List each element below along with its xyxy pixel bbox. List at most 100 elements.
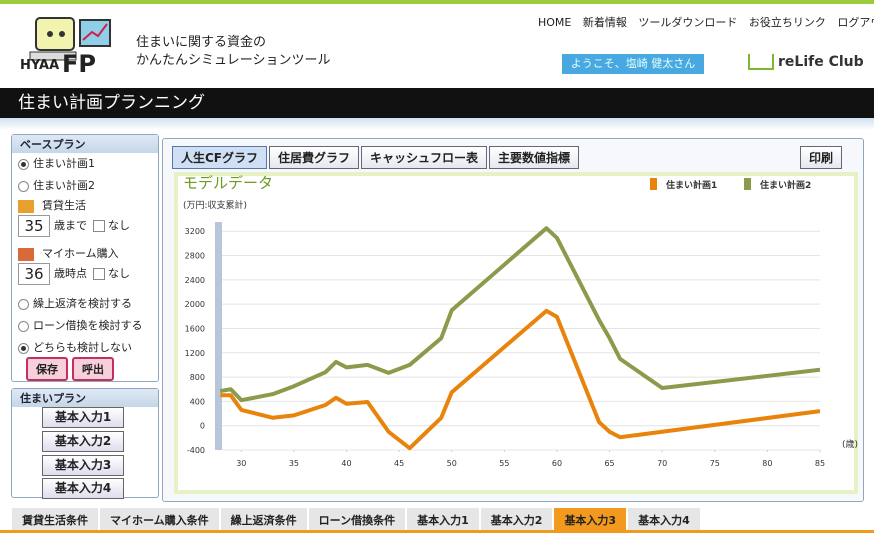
radio[interactable]	[18, 159, 29, 170]
rent-icon	[18, 200, 34, 213]
plan-radio[interactable]: 住まい計画1	[18, 155, 95, 171]
tagline-line: 住まいに関する資金の	[136, 34, 330, 52]
tagline-line: かんたんシミュレーションツール	[136, 52, 330, 70]
header-band	[0, 118, 874, 130]
input-button[interactable]: 基本入力3	[42, 455, 124, 476]
chart: モデルデータ (万円:収支累計) (歳) -400040080012001600…	[174, 172, 858, 494]
logo-small: HYAA	[20, 58, 59, 73]
y-tick-label: 3200	[185, 227, 205, 236]
chart-background	[178, 176, 854, 490]
bottom-tab[interactable]: 基本入力2	[481, 508, 553, 532]
radio-label: 住まい計画2	[33, 179, 95, 192]
nav-link[interactable]: ログアウ	[837, 16, 874, 29]
x-tick-label: 70	[657, 459, 667, 468]
axis-strip	[215, 222, 222, 450]
y-tick-label: 400	[190, 397, 205, 406]
bottom-tab[interactable]: マイホーム購入条件	[100, 508, 219, 532]
x-tick-label: 45	[394, 459, 404, 468]
y-tick-label: 0	[200, 422, 205, 431]
bottom-tab[interactable]: ローン借換条件	[309, 508, 405, 532]
radio[interactable]	[18, 299, 29, 310]
partner-logo[interactable]: reLife Club	[748, 54, 864, 70]
nav-link[interactable]: ツールダウンロード	[638, 16, 737, 29]
radio-label: ローン借換を検討する	[33, 319, 142, 332]
bottom-tab[interactable]: 基本入力3	[554, 508, 626, 532]
bottom-tab[interactable]: 基本入力4	[628, 508, 700, 532]
header-bar: 住まい計画プランニング	[0, 88, 874, 118]
y-tick-label: 2800	[185, 252, 205, 261]
legend-label: 住まい計画2	[760, 179, 811, 191]
input-button[interactable]: 基本入力4	[42, 478, 124, 499]
check-label: なし	[108, 219, 130, 232]
y-tick-label: -400	[187, 446, 205, 455]
chart-title: モデルデータ	[183, 174, 273, 192]
option-radio[interactable]: どちらも検討しない	[18, 339, 132, 355]
y-tick-label: 2000	[185, 300, 205, 309]
welcome: ようこそ、塩崎 健太さん	[562, 54, 704, 74]
y-tick-label: 2400	[185, 276, 205, 285]
y-tick-label: 1600	[185, 324, 205, 333]
x-tick-label: 40	[341, 459, 351, 468]
logo-large: FP	[62, 50, 96, 78]
plan-radio[interactable]: 住まい計画2	[18, 177, 95, 193]
radio-label: 繰上返済を検討する	[33, 297, 132, 310]
age-input[interactable]: 35	[18, 215, 50, 237]
nav-link[interactable]: HOME	[538, 16, 571, 29]
save-button[interactable]: 保存	[26, 357, 68, 381]
nav: HOME 新着情報 ツールダウンロード お役立ちリンク ログアウ	[530, 14, 874, 30]
panel-title: 住まいプラン	[12, 389, 158, 407]
option-radio[interactable]: 繰上返済を検討する	[18, 295, 132, 311]
base-plan-panel: ベースプラン 住まい計画1 住まい計画2 賃貸生活 35歳までなし マイホーム購…	[11, 134, 159, 382]
legend-label: 住まい計画1	[666, 179, 717, 191]
legend-swatch	[650, 178, 657, 190]
chart-tab[interactable]: 住居費グラフ	[269, 146, 359, 169]
label: 賃貸生活	[42, 199, 86, 212]
unit: 歳まで	[54, 219, 87, 232]
rent-row: 35 歳まで なし	[18, 215, 130, 237]
house-icon	[18, 248, 34, 261]
legend-swatch	[744, 178, 751, 190]
nav-link[interactable]: お役立ちリンク	[749, 16, 826, 29]
y-axis-label: (万円:収支累計)	[183, 199, 247, 211]
x-tick-label: 55	[499, 459, 509, 468]
x-tick-label: 30	[236, 459, 246, 468]
age-input[interactable]: 36	[18, 263, 50, 285]
chart-tabs: 人生CFグラフ住居費グラフキャッシュフロー表主要数値指標	[172, 146, 581, 169]
load-button[interactable]: 呼出	[72, 357, 114, 381]
radio[interactable]	[18, 343, 29, 354]
x-tick-label: 80	[762, 459, 772, 468]
partner-text: reLife Club	[778, 54, 864, 70]
button-row: 保存呼出	[26, 357, 118, 381]
partner-icon	[748, 54, 774, 70]
bottom-tab[interactable]: 賃貸生活条件	[12, 508, 98, 532]
bottom-tab[interactable]: 繰上返済条件	[221, 508, 307, 532]
radio-label: どちらも検討しない	[33, 341, 132, 354]
checkbox[interactable]	[93, 268, 105, 280]
option-radio[interactable]: ローン借換を検討する	[18, 317, 142, 333]
radio[interactable]	[18, 321, 29, 332]
bottom-line	[0, 530, 874, 533]
label: マイホーム購入	[42, 247, 119, 260]
logo: HYAA FP	[20, 14, 124, 76]
print-button[interactable]: 印刷	[800, 146, 842, 169]
chart-tab[interactable]: 主要数値指標	[489, 146, 579, 169]
top-line	[0, 0, 874, 4]
x-tick-label: 65	[604, 459, 614, 468]
rent-label: 賃貸生活	[18, 197, 86, 213]
chart-tab[interactable]: キャッシュフロー表	[361, 146, 487, 169]
x-tick-label: 60	[552, 459, 562, 468]
input-button[interactable]: 基本入力1	[42, 407, 124, 428]
chart-tab[interactable]: 人生CFグラフ	[172, 146, 267, 169]
bottom-tab[interactable]: 基本入力1	[407, 508, 479, 532]
check-label: なし	[108, 267, 130, 280]
unit: 歳時点	[54, 267, 87, 280]
nav-link[interactable]: 新着情報	[583, 16, 627, 29]
y-tick-label: 1200	[185, 349, 205, 358]
x-tick-label: 35	[289, 459, 299, 468]
purchase-row: 36 歳時点 なし	[18, 263, 130, 285]
radio[interactable]	[18, 181, 29, 192]
x-tick-label: 85	[815, 459, 825, 468]
x-tick-label: 75	[710, 459, 720, 468]
checkbox[interactable]	[93, 220, 105, 232]
input-button[interactable]: 基本入力2	[42, 431, 124, 452]
